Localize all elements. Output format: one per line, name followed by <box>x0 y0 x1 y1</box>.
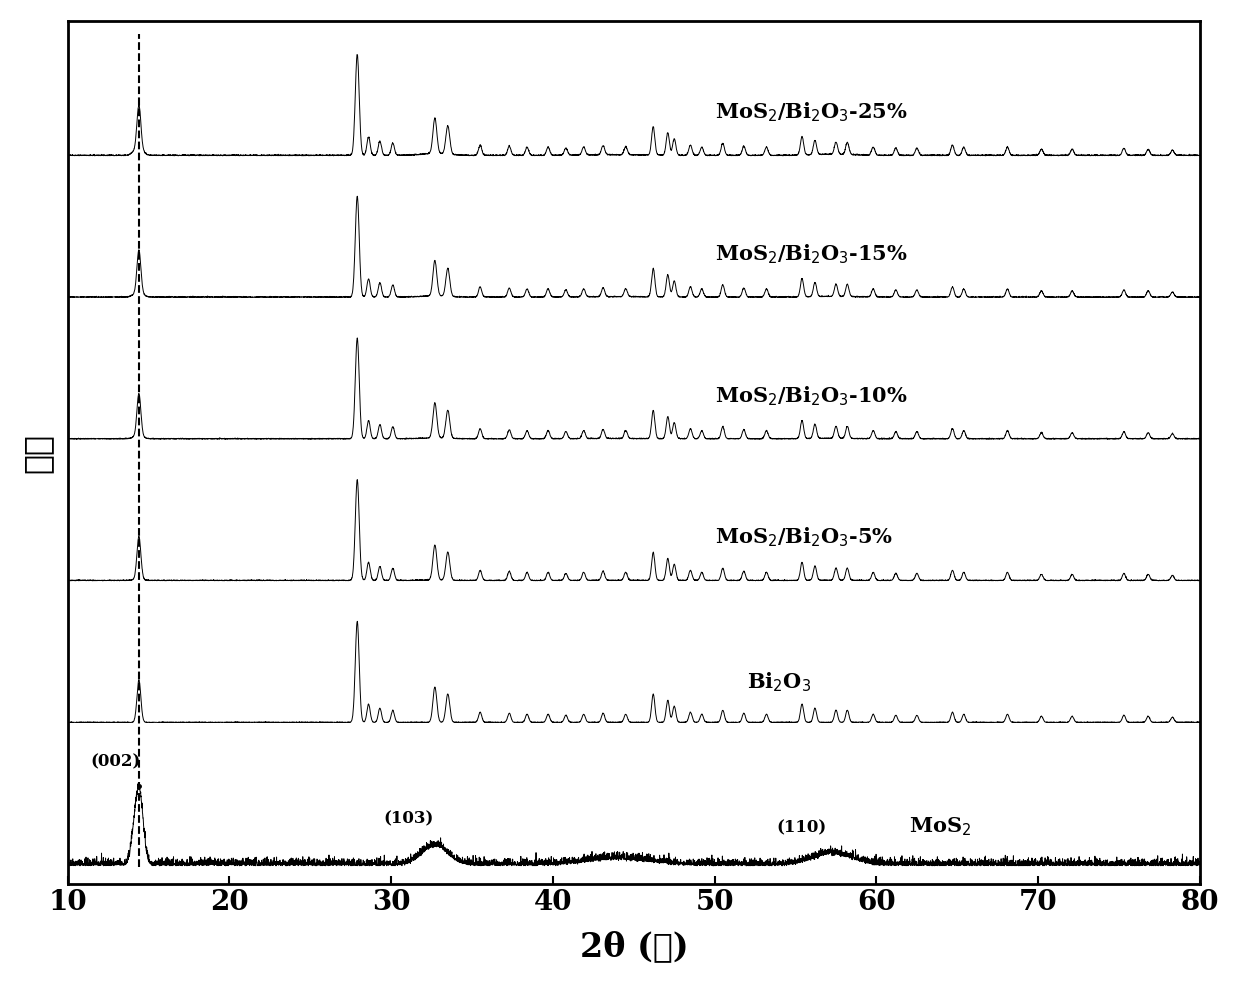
Text: Bi$_2$O$_3$: Bi$_2$O$_3$ <box>746 670 811 694</box>
Text: MoS$_2$/Bi$_2$O$_3$-25%: MoS$_2$/Bi$_2$O$_3$-25% <box>714 100 908 124</box>
Text: (103): (103) <box>383 811 434 828</box>
Text: (110): (110) <box>776 820 826 836</box>
Y-axis label: 强度: 强度 <box>21 433 53 472</box>
Text: MoS$_2$: MoS$_2$ <box>909 815 971 837</box>
X-axis label: 2θ (度): 2θ (度) <box>579 930 688 963</box>
Text: (002): (002) <box>91 753 141 769</box>
Text: MoS$_2$/Bi$_2$O$_3$-10%: MoS$_2$/Bi$_2$O$_3$-10% <box>714 384 908 407</box>
Text: MoS$_2$/Bi$_2$O$_3$-5%: MoS$_2$/Bi$_2$O$_3$-5% <box>714 525 893 549</box>
Text: MoS$_2$/Bi$_2$O$_3$-15%: MoS$_2$/Bi$_2$O$_3$-15% <box>714 242 908 266</box>
